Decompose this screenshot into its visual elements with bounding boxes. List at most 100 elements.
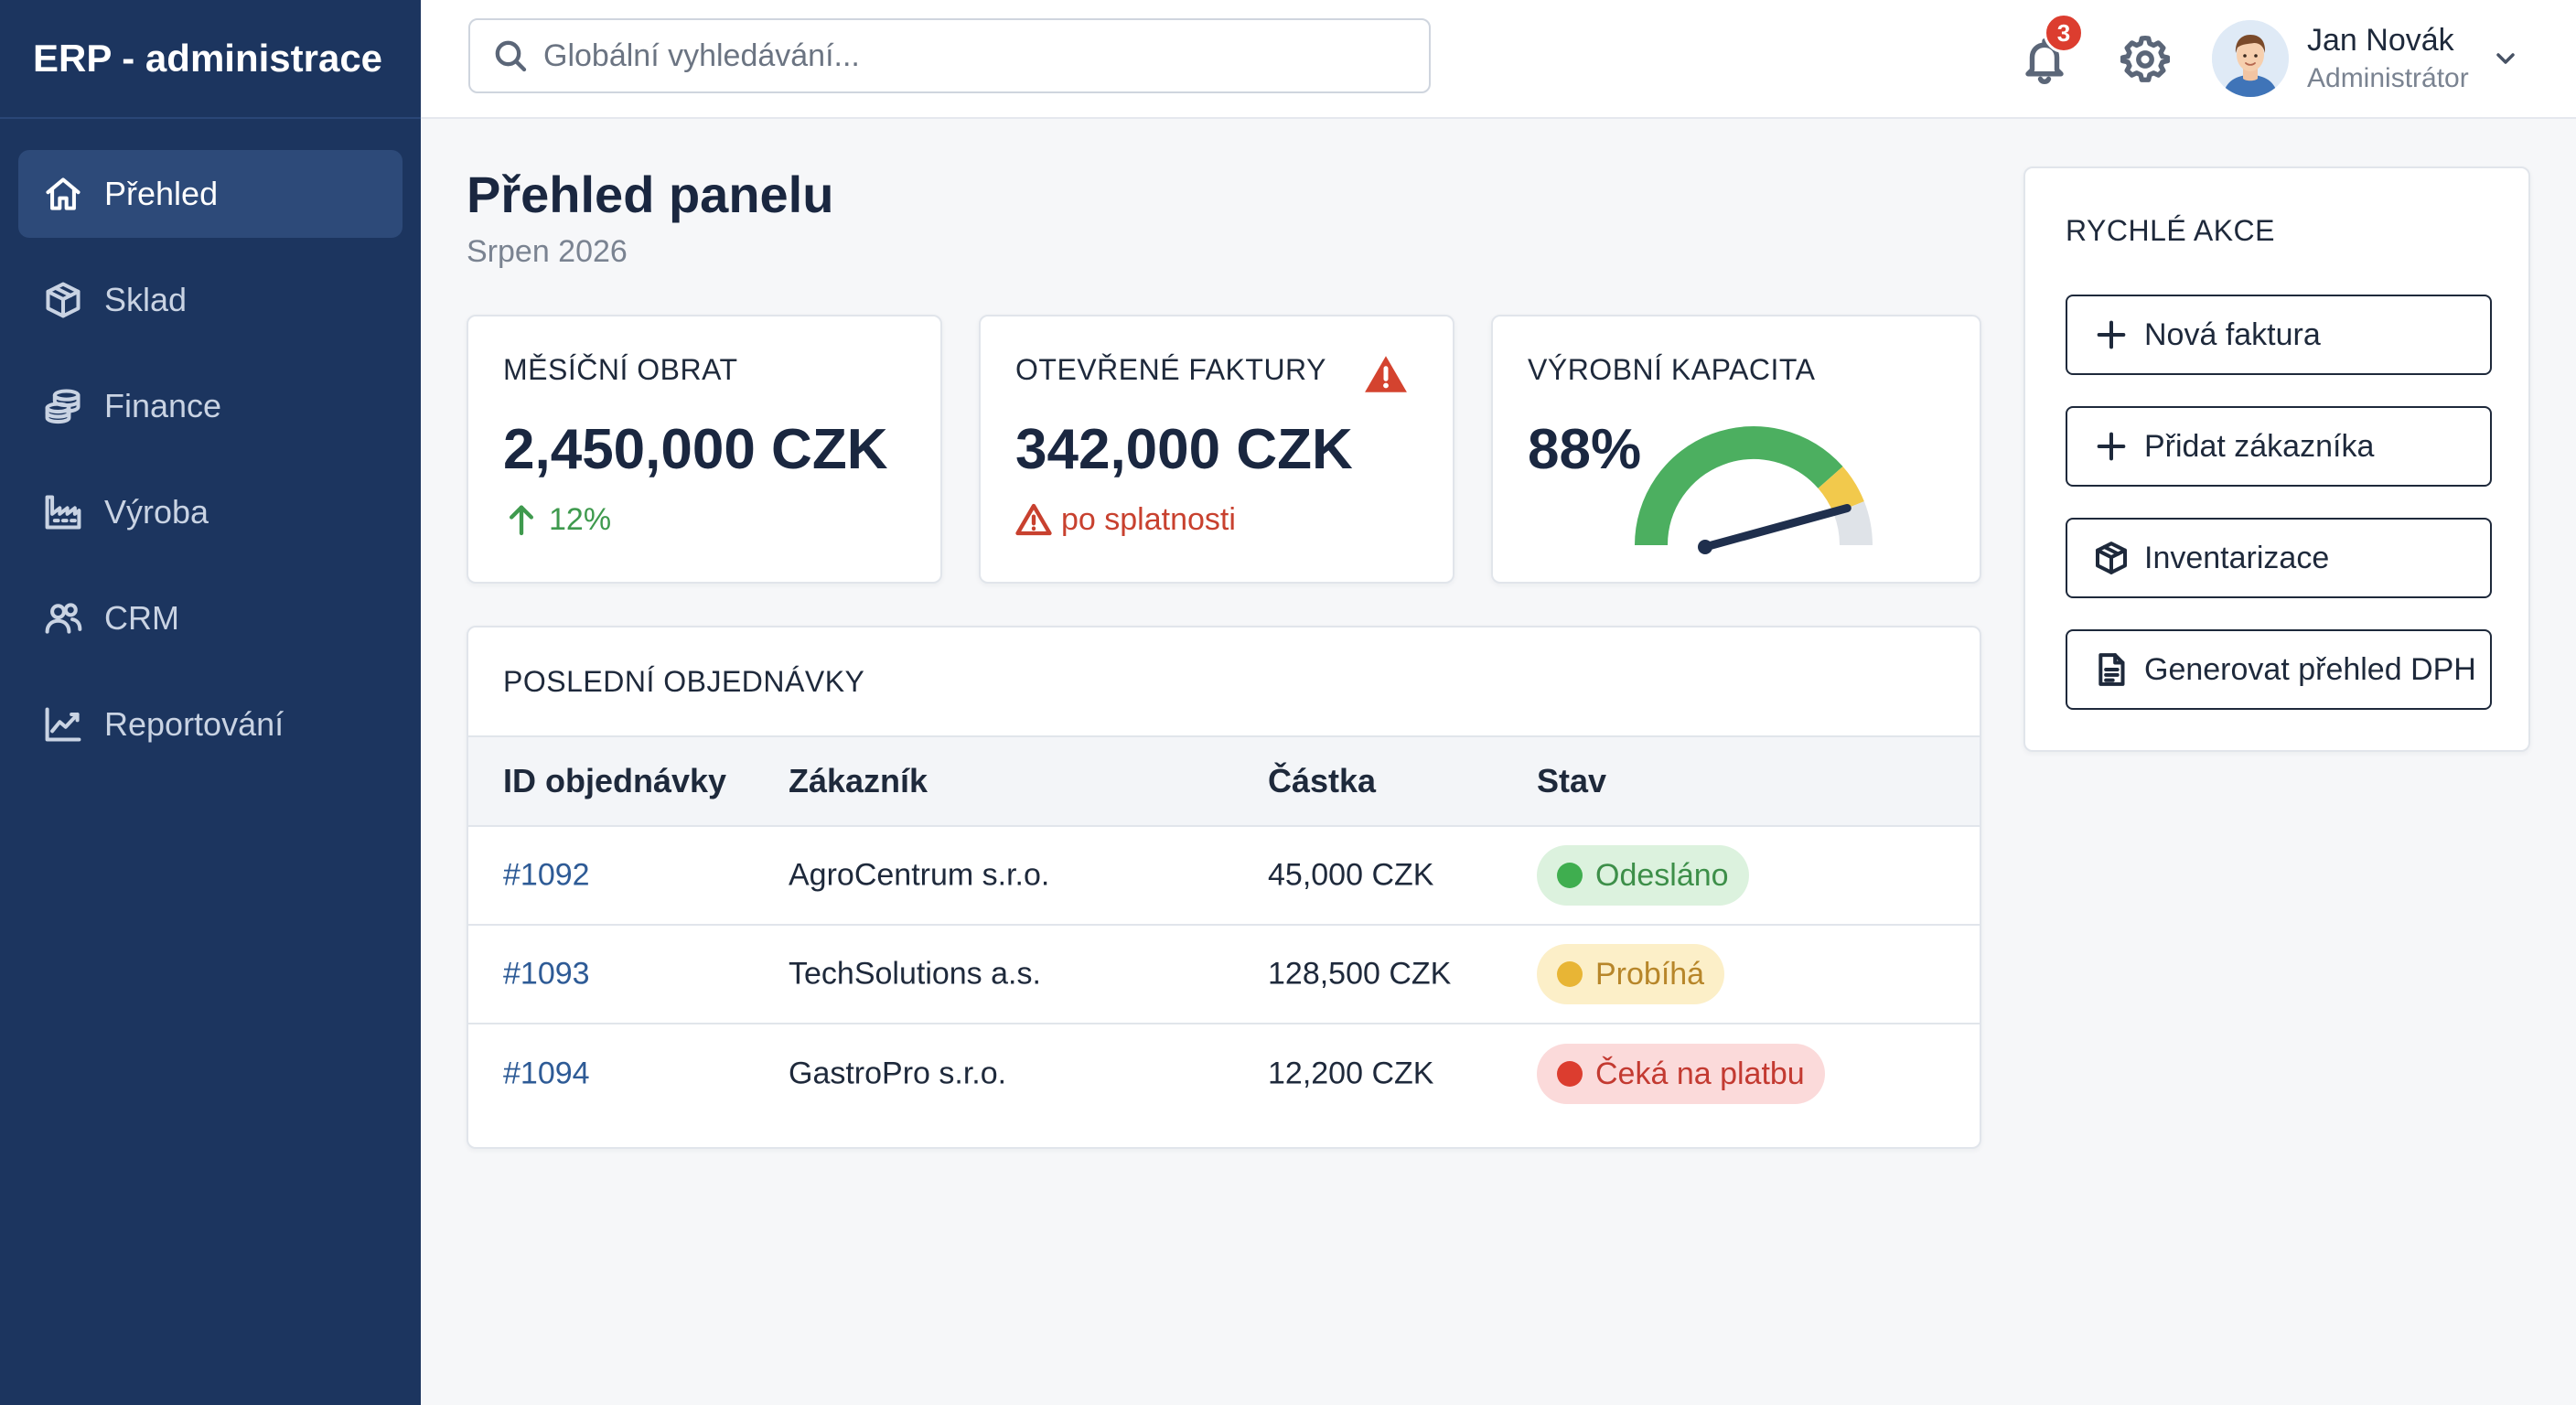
bell-icon xyxy=(2025,38,2064,84)
app-title: ERP - administrace xyxy=(0,0,421,119)
table-row: #1093 TechSolutions a.s. 128,500 CZK Pro… xyxy=(468,926,1980,1024)
kpi-card-revenue: MĚSÍČNÍ OBRAT 2,450,000 CZK 12% xyxy=(467,315,942,584)
kpi-trend-value: 12% xyxy=(549,501,612,537)
column-header-status: Stav xyxy=(1537,762,1607,799)
status-dot xyxy=(1557,1061,1583,1087)
gear-icon xyxy=(2120,35,2170,82)
status-label: Odesláno xyxy=(1595,857,1729,893)
sidebar-item-sklad[interactable]: Sklad xyxy=(18,256,402,344)
order-id-link[interactable]: #1093 xyxy=(503,956,590,992)
kpi-label: OTEVŘENÉ FAKTURY xyxy=(1015,353,1326,386)
kpi-card-capacity: VÝROBNÍ KAPACITA 88% xyxy=(1491,315,1981,584)
status-badge: Odesláno xyxy=(1537,845,1749,906)
plus-icon xyxy=(2097,432,2126,461)
order-customer: GastroPro s.r.o. xyxy=(789,1056,1007,1091)
gauge-segment-yellow xyxy=(1818,467,1864,514)
status-label: Čeká na platbu xyxy=(1595,1056,1805,1091)
sidebar-item-crm[interactable]: CRM xyxy=(18,574,402,662)
kpi-value: 342,000 CZK xyxy=(1015,418,1353,481)
plus-icon xyxy=(2097,320,2126,349)
warning-outline-icon xyxy=(1015,503,1052,536)
box-icon xyxy=(2096,542,2127,574)
button-label: Nová faktura xyxy=(2144,316,2321,352)
order-amount: 45,000 CZK xyxy=(1268,857,1434,893)
sidebar-item-vyroba[interactable]: Výroba xyxy=(18,468,402,556)
order-id-link[interactable]: #1092 xyxy=(503,857,590,893)
gauge-needle xyxy=(1701,504,1852,552)
page-title: Přehled panelu xyxy=(467,166,834,223)
kpi-label: MĚSÍČNÍ OBRAT xyxy=(503,353,738,386)
new-invoice-button[interactable]: Nová faktura xyxy=(2066,295,2492,375)
arrow-up-icon xyxy=(510,505,533,536)
recent-orders-title: POSLEDNÍ OBJEDNÁVKY xyxy=(468,627,1980,737)
sidebar-item-label: Přehled xyxy=(104,175,219,212)
recent-orders-card: POSLEDNÍ OBJEDNÁVKY ID objednávky Zákazn… xyxy=(467,626,1981,1149)
gauge-hub xyxy=(1698,540,1712,554)
column-header-customer: Zákazník xyxy=(789,762,928,799)
sidebar-item-reportovani[interactable]: Reportování xyxy=(18,681,402,768)
capacity-gauge xyxy=(1635,426,1873,554)
factory-icon xyxy=(42,491,84,533)
sidebar-item-label: Finance xyxy=(104,387,222,424)
table-header: ID objednávky Zákazník Částka Stav xyxy=(468,737,1980,827)
status-dot xyxy=(1557,961,1583,987)
kpi-card-open-invoices: OTEVŘENÉ FAKTURY 342,000 CZK po splatnos… xyxy=(979,315,1454,584)
column-header-id: ID objednávky xyxy=(503,762,727,799)
status-dot xyxy=(1557,863,1583,888)
sidebar-nav: Přehled Sklad Finance Výroba CRM xyxy=(0,119,421,818)
add-customer-button[interactable]: Přidat zákazníka xyxy=(2066,406,2492,487)
sidebar-item-label: Výroba xyxy=(104,493,209,531)
topbar: 3 Jan Novák Administrátor xyxy=(421,0,2576,119)
sidebar: ERP - administrace Přehled Sklad Finance… xyxy=(0,0,421,1405)
page-subtitle: Srpen 2026 xyxy=(467,234,628,269)
warning-icon xyxy=(1365,356,1407,392)
search-icon xyxy=(495,40,527,72)
search-input[interactable] xyxy=(543,38,1422,74)
order-customer: AgroCentrum s.r.o. xyxy=(789,857,1050,893)
order-id-link[interactable]: #1094 xyxy=(503,1056,590,1091)
user-menu[interactable]: Jan Novák Administrátor xyxy=(2212,15,2520,102)
document-icon xyxy=(2098,653,2125,686)
inventory-button[interactable]: Inventarizace xyxy=(2066,518,2492,598)
table-row: #1092 AgroCentrum s.r.o. 45,000 CZK Odes… xyxy=(468,827,1980,926)
sidebar-item-label: Sklad xyxy=(104,281,188,318)
order-customer: TechSolutions a.s. xyxy=(789,956,1041,992)
quick-actions-card: RYCHLÉ AKCE Nová faktura Přidat zákazník… xyxy=(2023,166,2530,752)
kpi-label: VÝROBNÍ KAPACITA xyxy=(1528,353,1816,386)
gauge-segment-green xyxy=(1635,426,1843,546)
user-info: Jan Novák Administrátor xyxy=(2307,20,2469,97)
kpi-alert-text: po splatnosti xyxy=(1061,501,1236,537)
sidebar-item-label: Reportování xyxy=(104,705,284,743)
avatar xyxy=(2212,20,2289,97)
sidebar-item-label: CRM xyxy=(104,599,179,637)
sidebar-item-prehled[interactable]: Přehled xyxy=(18,150,402,238)
gauge-segment-gray xyxy=(1833,501,1873,546)
generate-vat-report-button[interactable]: Generovat přehled DPH xyxy=(2066,629,2492,710)
order-amount: 12,200 CZK xyxy=(1268,1056,1434,1091)
coins-icon xyxy=(42,385,84,427)
quick-actions-title: RYCHLÉ AKCE xyxy=(2066,214,2275,247)
user-name: Jan Novák xyxy=(2307,23,2454,58)
box-icon xyxy=(42,279,84,321)
button-label: Generovat přehled DPH xyxy=(2144,651,2476,687)
status-label: Probíhá xyxy=(1595,956,1705,992)
notifications-button[interactable]: 3 xyxy=(2012,13,2084,91)
kpi-trend: 12% xyxy=(503,501,611,538)
user-role: Administrátor xyxy=(2307,63,2469,93)
sidebar-item-finance[interactable]: Finance xyxy=(18,362,402,450)
search-box[interactable] xyxy=(468,18,1431,93)
kpi-value: 2,450,000 CZK xyxy=(503,418,888,481)
kpi-alert: po splatnosti xyxy=(1015,501,1236,538)
chevron-down-icon xyxy=(2491,44,2520,73)
table-body: #1092 AgroCentrum s.r.o. 45,000 CZK Odes… xyxy=(468,827,1980,1123)
users-icon xyxy=(42,597,84,639)
settings-button[interactable] xyxy=(2113,27,2177,91)
status-badge: Čeká na platbu xyxy=(1537,1044,1825,1104)
button-label: Inventarizace xyxy=(2144,540,2330,575)
column-header-amount: Částka xyxy=(1268,762,1377,799)
notification-count-badge: 3 xyxy=(2044,13,2084,53)
button-label: Přidat zákazníka xyxy=(2144,428,2375,464)
status-badge: Probíhá xyxy=(1537,944,1725,1004)
chart-line-icon xyxy=(42,703,84,745)
kpi-value: 88% xyxy=(1528,418,1642,481)
